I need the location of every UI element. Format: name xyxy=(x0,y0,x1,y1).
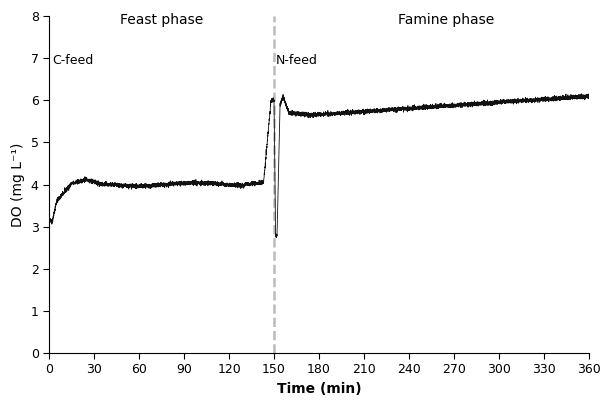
Text: N-feed: N-feed xyxy=(275,54,318,67)
Text: Feast phase: Feast phase xyxy=(120,13,203,26)
Text: Famine phase: Famine phase xyxy=(398,13,494,26)
Y-axis label: DO (mg L⁻¹): DO (mg L⁻¹) xyxy=(11,142,25,227)
X-axis label: Time (min): Time (min) xyxy=(277,382,361,396)
Text: C-feed: C-feed xyxy=(52,54,94,67)
